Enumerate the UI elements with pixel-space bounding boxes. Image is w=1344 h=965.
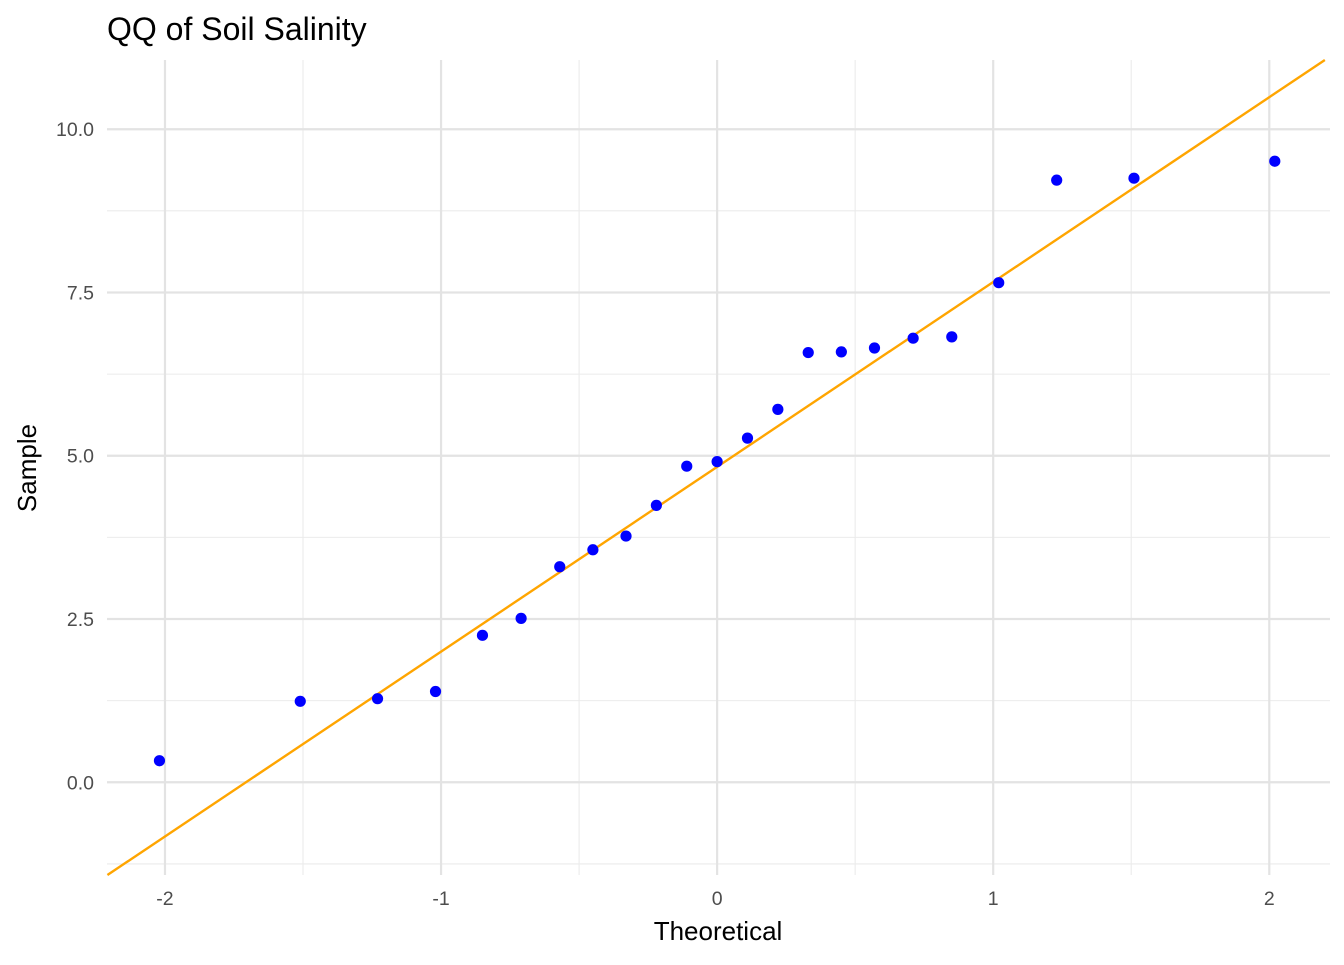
x-tick-label: 0 — [712, 888, 723, 910]
y-tick-label: 2.5 — [67, 609, 94, 631]
x-axis-title: Theoretical — [654, 916, 783, 946]
x-tick-label: 2 — [1264, 888, 1275, 910]
points-layer — [153, 155, 1281, 767]
data-point — [429, 685, 442, 698]
y-tick-label: 7.5 — [67, 282, 94, 304]
y-axis-title: Sample — [12, 424, 42, 512]
reference-line — [106, 59, 1326, 876]
minor-gridlines — [107, 60, 1330, 875]
x-tick-label: -2 — [156, 888, 173, 910]
y-tick-label: 5.0 — [67, 446, 94, 468]
data-point — [554, 561, 566, 573]
data-point — [802, 346, 814, 359]
reference-line-layer — [106, 59, 1326, 876]
data-point — [476, 629, 489, 641]
data-point — [946, 331, 958, 343]
data-point — [1051, 174, 1063, 186]
data-point — [993, 277, 1005, 289]
data-point — [515, 612, 527, 624]
data-point — [868, 342, 881, 354]
y-tick-label: 10.0 — [56, 119, 94, 141]
data-point — [371, 693, 384, 705]
data-point — [294, 695, 306, 707]
data-point — [1269, 155, 1281, 167]
data-point — [153, 755, 166, 767]
chart-title: QQ of Soil Salinity — [107, 11, 367, 47]
data-point — [711, 456, 723, 468]
x-tick-label: 1 — [988, 888, 999, 910]
y-tick-label: 0.0 — [67, 772, 94, 794]
data-point — [681, 460, 693, 472]
data-point — [620, 530, 632, 542]
data-point — [650, 499, 662, 511]
data-point — [741, 432, 754, 444]
data-point — [587, 544, 599, 556]
data-point — [772, 403, 784, 415]
data-point — [907, 332, 919, 344]
data-point — [835, 346, 847, 358]
major-gridlines — [107, 60, 1330, 875]
data-point — [1128, 172, 1140, 184]
x-axis-tick-labels: -2 -1 0 1 2 — [156, 888, 1274, 910]
y-axis-tick-labels: 0.0 2.5 5.0 7.5 10.0 — [56, 119, 94, 794]
x-tick-label: -1 — [432, 888, 449, 910]
